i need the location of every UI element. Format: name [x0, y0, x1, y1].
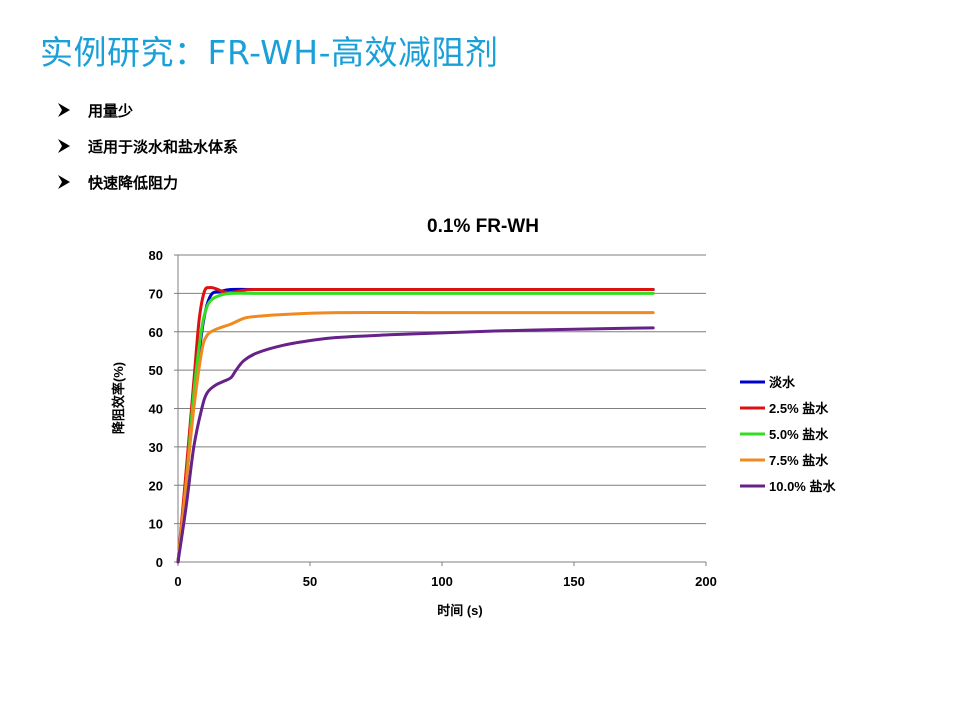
bullet-text: 用量少	[88, 102, 134, 120]
series-line	[176, 291, 655, 564]
arrow-bullet-icon	[58, 103, 70, 117]
y-axis-label: 降阻效率(%)	[111, 362, 126, 434]
slide-title: 实例研究：FR-WH-高效减阻剂	[40, 33, 499, 72]
x-axis-label: 时间 (s)	[437, 603, 483, 618]
legend-label: 10.0% 盐水	[769, 479, 836, 494]
x-tick-label: 150	[563, 574, 585, 589]
chart-tick-labels: 0 10 20 30 40 50 60 70 80 0 50 100 150 200	[149, 248, 717, 589]
chart-gridlines	[178, 254, 706, 525]
chart-title: 0.1% FR-WH	[427, 216, 539, 237]
bullet-text: 快速降低阻力	[88, 174, 179, 192]
y-tick-label: 10	[149, 517, 163, 532]
chart-axes	[174, 254, 707, 566]
series-line	[176, 326, 655, 564]
bullet-item: 快速降低阻力	[58, 172, 238, 208]
y-tick-label: 30	[149, 440, 163, 455]
legend-label: 5.0% 盐水	[769, 427, 829, 442]
bullet-item: 适用于淡水和盐水体系	[58, 136, 238, 172]
bullet-text: 适用于淡水和盐水体系	[88, 138, 239, 156]
arrow-bullet-icon	[58, 175, 70, 189]
x-tick-label: 0	[174, 574, 181, 589]
y-tick-label: 70	[149, 286, 163, 301]
y-tick-label: 0	[156, 555, 163, 570]
y-tick-label: 60	[149, 325, 163, 340]
y-tick-label: 20	[149, 478, 163, 493]
chart-legend: 淡水 2.5% 盐水 5.0% 盐水 7.5% 盐水 10.0% 盐水	[740, 375, 836, 494]
arrow-bullet-icon	[58, 139, 70, 153]
legend-label: 2.5% 盐水	[769, 401, 829, 416]
x-tick-label: 50	[303, 574, 317, 589]
legend-label: 淡水	[769, 375, 796, 390]
line-chart: 0 10 20 30 40 50 60 70 80 0 50 100 150 200 淡水 2.5% 盐水 5…	[111, 216, 836, 618]
series-line	[176, 310, 655, 564]
x-tick-label: 100	[431, 574, 453, 589]
legend-label: 7.5% 盐水	[769, 453, 829, 468]
y-tick-label: 50	[149, 363, 163, 378]
chart-series	[176, 285, 655, 564]
x-tick-label: 200	[695, 574, 717, 589]
bullet-item: 用量少	[58, 100, 238, 136]
bullet-list: 用量少 适用于淡水和盐水体系 快速降低阻力	[58, 100, 238, 208]
y-tick-label: 80	[149, 248, 163, 263]
y-tick-label: 40	[149, 402, 163, 417]
